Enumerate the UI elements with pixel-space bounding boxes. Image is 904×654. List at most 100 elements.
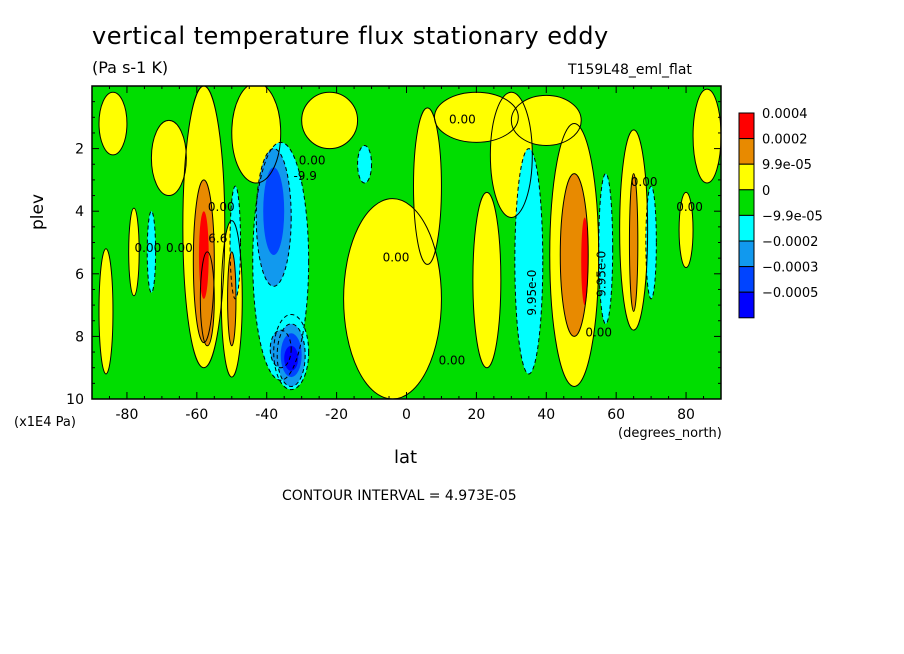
- contour-label: 0.00: [208, 200, 235, 214]
- contour-line-2: [150, 119, 187, 197]
- contour-line-8: [549, 123, 600, 387]
- contour-line-3: [343, 198, 442, 399]
- contour-label: -9.9: [293, 169, 316, 183]
- contour-field: [92, 86, 721, 399]
- contour-line-25: [229, 185, 242, 300]
- colorbar-swatch-7: [738, 291, 755, 319]
- contour-line-19: [273, 313, 310, 391]
- x-tick-label: 40: [537, 407, 555, 423]
- positive2-region-4: [227, 251, 236, 346]
- x-tick-label: 20: [467, 407, 485, 423]
- contour-line-21: [598, 173, 614, 325]
- contour-line-16: [510, 94, 582, 146]
- x-axis-units: (degrees_north): [618, 426, 722, 441]
- x-tick-label: -80: [116, 407, 139, 423]
- positive-region-14: [98, 92, 127, 155]
- negative3-region-0: [263, 167, 285, 256]
- y-tick-label: 8: [75, 329, 84, 345]
- negative-region-5: [357, 145, 372, 184]
- positive-region-2: [151, 120, 187, 196]
- colorbar-label-2: 9.9e-05: [762, 158, 812, 173]
- x-tick-label: -20: [325, 407, 348, 423]
- colorbar-legend: 0.0004 0.0002 9.9e-05 0 −9.9e-05 −0.0002 −0.00…: [738, 107, 823, 319]
- positive2-region-3: [629, 173, 638, 312]
- contour-label: 6.6: [208, 232, 227, 246]
- contour-interval-label: CONTOUR INTERVAL = 4.973E-05: [282, 488, 517, 504]
- y-axis: 2 4 6 8 10: [66, 101, 721, 408]
- x-axis-label: lat: [394, 447, 418, 468]
- y-tick-label: 6: [75, 267, 84, 283]
- contour-label: 0.00: [383, 250, 410, 264]
- contour-label: 0.00: [166, 241, 193, 255]
- x-tick-label: -40: [255, 407, 278, 423]
- colorbar-swatch-6: [738, 266, 755, 293]
- contour-line-7: [489, 91, 533, 218]
- positive-region-10: [434, 92, 519, 143]
- colorbar-swatch-3: [738, 189, 755, 216]
- colorbar-swatch-1: [738, 138, 755, 165]
- contour-label: 0.00: [676, 200, 703, 214]
- colorbar-swatch-2: [738, 163, 755, 191]
- colorbar-label-1: 0.0002: [762, 133, 808, 148]
- positive-region-12: [679, 192, 694, 268]
- colorbar-label-0: 0.0004: [762, 107, 808, 122]
- contour-line-23: [357, 144, 373, 184]
- colorbar-label-6: −0.0003: [762, 261, 818, 276]
- positive-region-16: [511, 95, 582, 146]
- run-id-label: T159L48_eml_flat: [568, 62, 692, 78]
- y-tick-label: 10: [66, 392, 84, 408]
- positive-region-17: [128, 208, 140, 296]
- contour-label: 0.00: [299, 153, 326, 167]
- colorbar-swatch-0: [738, 112, 755, 140]
- colorbar-label-5: −0.0002: [762, 235, 818, 250]
- positive3-region-1: [581, 217, 589, 306]
- chart-units: (Pa s-1 K): [92, 58, 169, 77]
- contour-line-1: [231, 86, 282, 184]
- contour-line-26: [255, 148, 292, 287]
- contour-line-32: [628, 173, 639, 312]
- y-axis-label: plev: [28, 193, 48, 230]
- colorbar-label-4: −9.9e-05: [762, 209, 823, 224]
- x-tick-label: 0: [402, 407, 411, 423]
- contour-line-4: [412, 107, 442, 265]
- positive-region-13: [98, 248, 113, 374]
- colorbar-label-3: 0: [762, 184, 770, 199]
- negative-region-4: [645, 186, 657, 299]
- negative4-region-0: [284, 345, 299, 371]
- positive-region-6: [472, 192, 501, 368]
- contour-label: 0.00: [439, 354, 466, 368]
- contour-line-22: [645, 185, 657, 300]
- contour-line-6: [472, 191, 502, 369]
- x-tick-label: 60: [607, 407, 625, 423]
- contour-line-12: [678, 191, 694, 269]
- colorbar-swatch-5: [738, 240, 755, 268]
- x-tick-label: -60: [185, 407, 208, 423]
- contour-line-24: [146, 210, 157, 294]
- contour-line-27: [276, 323, 306, 387]
- contour-label: 0.00: [135, 241, 162, 255]
- colorbar-swatch-4: [738, 214, 755, 242]
- contour-line-28: [269, 329, 292, 369]
- contour-line-0: [182, 86, 226, 369]
- contour-label: 9.95e-0: [595, 251, 609, 297]
- contour-line-30: [199, 251, 215, 347]
- x-tick-label: 80: [677, 407, 695, 423]
- chart-title: vertical temperature flux stationary edd…: [92, 22, 609, 50]
- negative-region-3: [598, 173, 613, 324]
- contour-lines: [98, 86, 721, 399]
- contour-line-5: [220, 220, 243, 378]
- contour-labels: 0.00 0.00 0.00 0.00 0.00 0.00 0.00 0.00 0.00 0.00…: [135, 113, 703, 368]
- contour-line-20: [514, 148, 544, 375]
- x-axis: -80 -60 -40 -20 0 20 40 60 80: [91, 86, 722, 423]
- positive-region-3: [343, 198, 442, 399]
- y-tick-label: 4: [75, 204, 84, 220]
- contour-line-15: [301, 91, 359, 150]
- contour-line-29: [192, 179, 215, 344]
- contour-line-18: [252, 141, 310, 381]
- negative-region-6: [147, 211, 156, 293]
- contour-line-33: [227, 251, 237, 347]
- negative-region-2: [514, 148, 543, 374]
- y-tick-label: 2: [75, 142, 84, 158]
- positive-region-15: [301, 92, 358, 149]
